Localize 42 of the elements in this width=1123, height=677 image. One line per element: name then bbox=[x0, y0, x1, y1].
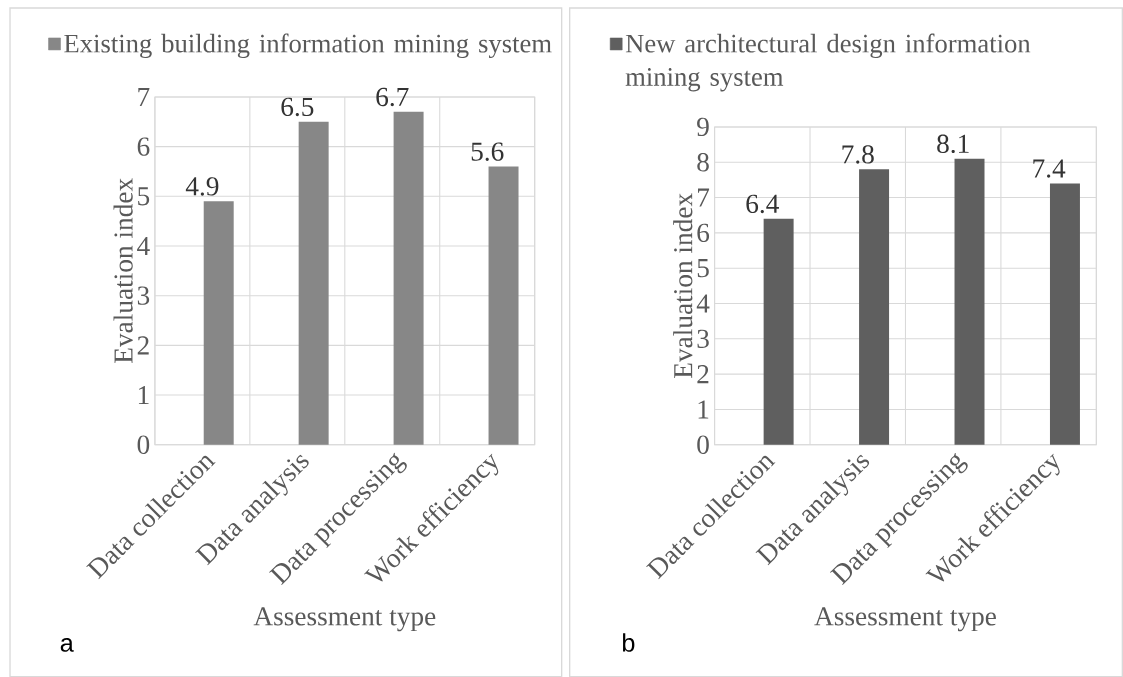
bar bbox=[488, 166, 519, 445]
x-axis-title: Assessment type bbox=[253, 607, 436, 632]
y-axis-title: Evaluation index bbox=[673, 193, 693, 378]
y-tick-label: 0 bbox=[697, 435, 709, 454]
data-label: 6.4 bbox=[746, 194, 779, 214]
bar bbox=[859, 169, 890, 445]
y-tick-label: 5 bbox=[138, 187, 150, 206]
y-tick-label: 8 bbox=[697, 152, 709, 172]
data-label: 4.9 bbox=[185, 177, 219, 196]
y-tick-label: 2 bbox=[697, 364, 709, 384]
y-tick-label: 6 bbox=[137, 137, 150, 156]
y-tick-label: 1 bbox=[138, 385, 149, 404]
y-tick-label: 6 bbox=[697, 223, 710, 242]
y-tick-label: 5 bbox=[697, 258, 709, 278]
legend-label: New architectural design information mining system bbox=[625, 33, 1031, 92]
y-tick-label: 4 bbox=[696, 294, 710, 313]
text: b bbox=[622, 633, 635, 652]
y-tick-label: 7 bbox=[138, 87, 150, 106]
x-axis-title: Assessment type bbox=[814, 607, 996, 632]
y-tick-label: 7 bbox=[698, 188, 710, 207]
data-label: 5.6 bbox=[471, 142, 504, 161]
bar bbox=[203, 201, 234, 445]
y-tick-label: 0 bbox=[137, 435, 150, 454]
legend-label: Existing building information mining system bbox=[64, 33, 552, 58]
bar bbox=[298, 121, 329, 445]
y-tick-label: 2 bbox=[137, 336, 149, 355]
bar bbox=[954, 158, 985, 445]
y-tick-label: 4 bbox=[137, 236, 150, 255]
y-tick-label: 1 bbox=[698, 400, 709, 419]
bar bbox=[1049, 183, 1080, 445]
bar bbox=[393, 111, 424, 445]
y-tick-label: 3 bbox=[697, 329, 709, 348]
data-label: 6.5 bbox=[281, 97, 314, 117]
y-tick-label: 3 bbox=[137, 286, 150, 305]
data-label: 6.7 bbox=[376, 87, 409, 107]
y-axis-title: Evaluation index bbox=[113, 178, 133, 363]
y-tick-label: 9 bbox=[697, 117, 709, 136]
bar bbox=[763, 218, 794, 445]
data-label: 7.8 bbox=[842, 145, 874, 164]
text: a bbox=[60, 637, 74, 652]
data-label: 7.4 bbox=[1033, 159, 1066, 178]
data-label: 8.1 bbox=[937, 134, 969, 153]
